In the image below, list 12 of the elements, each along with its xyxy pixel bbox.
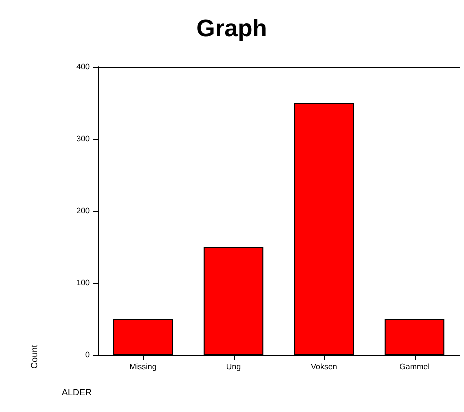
x-tick-label: Gammel <box>400 362 430 372</box>
y-tick-label: 200 <box>76 206 91 216</box>
y-tick-label: 300 <box>76 134 91 144</box>
chart-title: Graph <box>196 16 268 42</box>
y-axis-title: Count <box>30 344 40 370</box>
x-tick-label: Ung <box>226 362 242 372</box>
y-tick-label: 400 <box>76 62 91 72</box>
x-axis-title: ALDER <box>62 388 93 398</box>
x-tick-label: Voksen <box>311 362 338 372</box>
y-tick-label: 100 <box>76 278 91 288</box>
x-tick-label: Missing <box>130 362 157 372</box>
y-tick-label: 0 <box>86 350 91 360</box>
